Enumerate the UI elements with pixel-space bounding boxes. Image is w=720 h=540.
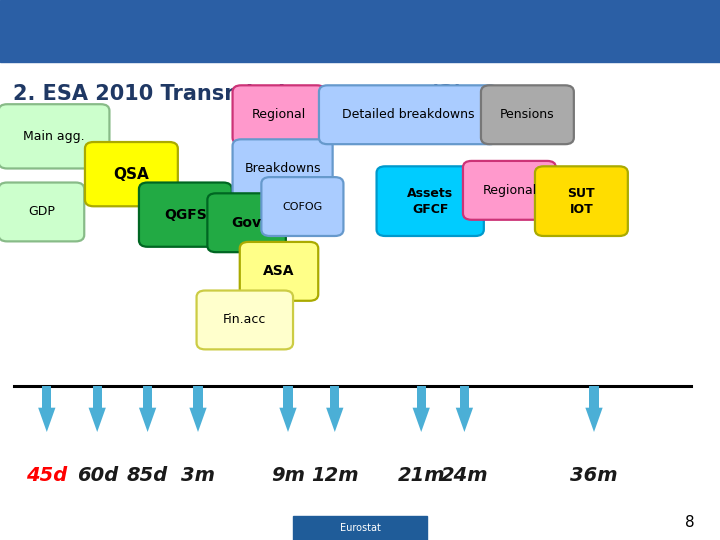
Text: 60d: 60d bbox=[76, 465, 118, 485]
FancyBboxPatch shape bbox=[240, 242, 318, 301]
Text: Detailed breakdowns: Detailed breakdowns bbox=[342, 108, 475, 122]
Text: Regional: Regional bbox=[252, 108, 306, 122]
Text: ASA: ASA bbox=[264, 265, 294, 278]
Text: 21m: 21m bbox=[397, 465, 445, 485]
FancyBboxPatch shape bbox=[0, 0, 720, 62]
FancyBboxPatch shape bbox=[233, 139, 333, 198]
Text: 24m: 24m bbox=[441, 465, 488, 485]
Text: 8: 8 bbox=[685, 515, 695, 530]
Text: Fin.acc: Fin.acc bbox=[223, 313, 266, 327]
Bar bbox=[416, 386, 426, 408]
Bar bbox=[143, 386, 153, 408]
Text: 3m: 3m bbox=[181, 465, 215, 485]
Text: Eurostat: Eurostat bbox=[340, 523, 380, 533]
FancyBboxPatch shape bbox=[139, 183, 232, 247]
FancyBboxPatch shape bbox=[207, 193, 286, 252]
FancyBboxPatch shape bbox=[85, 142, 178, 206]
FancyBboxPatch shape bbox=[293, 516, 427, 540]
Text: 36m: 36m bbox=[570, 465, 618, 485]
Text: Regional: Regional bbox=[482, 184, 536, 197]
FancyBboxPatch shape bbox=[377, 166, 484, 236]
Text: Assets
GFCF: Assets GFCF bbox=[407, 187, 454, 215]
FancyBboxPatch shape bbox=[0, 183, 84, 241]
Polygon shape bbox=[89, 408, 106, 432]
Polygon shape bbox=[456, 408, 473, 432]
Bar bbox=[284, 386, 292, 408]
FancyBboxPatch shape bbox=[197, 291, 293, 349]
Polygon shape bbox=[585, 408, 603, 432]
Text: SUT
IOT: SUT IOT bbox=[567, 187, 595, 215]
Polygon shape bbox=[139, 408, 156, 432]
Text: 12m: 12m bbox=[311, 465, 359, 485]
Polygon shape bbox=[413, 408, 430, 432]
Text: Pensions: Pensions bbox=[500, 108, 554, 122]
Text: 9m: 9m bbox=[271, 465, 305, 485]
Text: Breakdowns: Breakdowns bbox=[244, 162, 321, 176]
Text: 45d: 45d bbox=[26, 465, 68, 485]
Bar bbox=[42, 386, 52, 408]
Bar bbox=[460, 386, 469, 408]
Text: QSA: QSA bbox=[114, 167, 149, 181]
FancyBboxPatch shape bbox=[0, 104, 109, 168]
FancyBboxPatch shape bbox=[319, 85, 498, 144]
FancyBboxPatch shape bbox=[261, 177, 343, 236]
Text: COFOG: COFOG bbox=[282, 201, 323, 212]
Text: QGFS: QGFS bbox=[164, 208, 207, 221]
Bar bbox=[590, 386, 599, 408]
FancyBboxPatch shape bbox=[233, 85, 325, 144]
Polygon shape bbox=[189, 408, 207, 432]
Polygon shape bbox=[279, 408, 297, 432]
Text: GDP: GDP bbox=[28, 205, 55, 219]
Text: Main agg.: Main agg. bbox=[23, 130, 85, 143]
Text: 2. ESA 2010 Transmission program (3): 2. ESA 2010 Transmission program (3) bbox=[13, 84, 463, 104]
Polygon shape bbox=[38, 408, 55, 432]
Bar bbox=[92, 386, 102, 408]
Text: 85d: 85d bbox=[127, 465, 168, 485]
Text: Gov: Gov bbox=[232, 216, 261, 229]
Bar bbox=[193, 386, 203, 408]
Bar bbox=[330, 386, 340, 408]
FancyBboxPatch shape bbox=[481, 85, 574, 144]
FancyBboxPatch shape bbox=[463, 161, 556, 220]
FancyBboxPatch shape bbox=[535, 166, 628, 236]
Polygon shape bbox=[326, 408, 343, 432]
